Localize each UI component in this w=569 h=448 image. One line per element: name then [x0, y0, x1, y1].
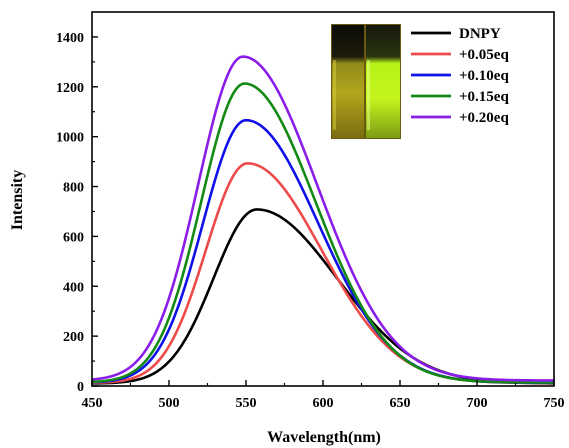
spectrum-curves	[91, 55, 555, 385]
legend-label-1: +0.05eq	[459, 47, 509, 63]
x-tick-label: 650	[390, 396, 411, 411]
y-tick-label: 1000	[56, 131, 84, 146]
x-tick-label: 500	[159, 396, 180, 411]
y-tick-label: 0	[77, 380, 84, 395]
axis-ticks	[91, 36, 555, 387]
y-axis-label: Intensity	[9, 170, 26, 230]
cuvette-right	[366, 25, 400, 138]
x-tick-label: 750	[544, 396, 565, 411]
legend-label-2: +0.10eq	[459, 68, 509, 84]
x-axis-label: Wavelength(nm)	[267, 429, 381, 446]
cuvette-photo-inset	[331, 24, 401, 139]
cuvette-left	[332, 25, 364, 138]
y-tick-label: 200	[63, 330, 84, 345]
y-tick-label: 1200	[56, 81, 84, 96]
x-tick-label: 600	[313, 396, 334, 411]
y-tick-label: 600	[63, 230, 84, 245]
legend: DNPY +0.05eq +0.10eq +0.15eq +0.20eq	[411, 26, 509, 126]
legend-label-3: +0.15eq	[459, 89, 509, 105]
x-tick-label: 450	[82, 396, 103, 411]
legend-label-4: +0.20eq	[459, 110, 509, 126]
y-tick-label: 800	[63, 181, 84, 196]
series-line-1	[91, 162, 555, 385]
series-line-4	[91, 55, 555, 382]
legend-label-0: DNPY	[459, 26, 501, 42]
y-tick-labels: 0 200 400 600 800 1000 1200 1400	[56, 31, 84, 395]
x-tick-label: 700	[467, 396, 488, 411]
y-tick-label: 400	[63, 280, 84, 295]
x-tick-label: 550	[236, 396, 257, 411]
y-tick-label: 1400	[56, 31, 84, 46]
x-tick-labels: 450 500 550 600 650 700 750	[82, 396, 565, 411]
